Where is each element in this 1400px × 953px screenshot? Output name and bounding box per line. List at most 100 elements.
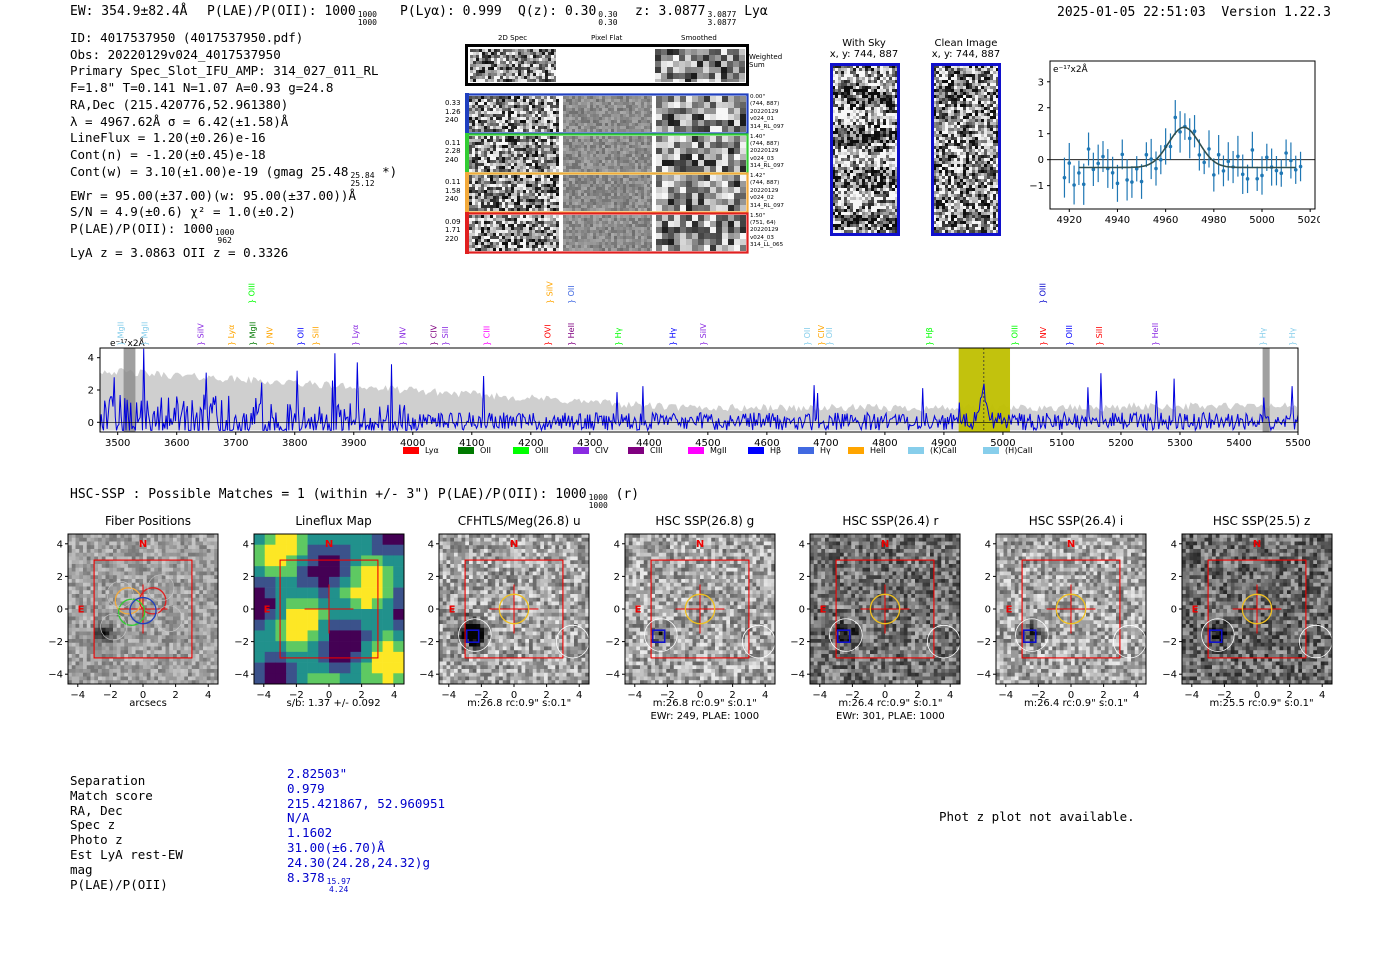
cutout-panel: Fiber Positions N E −4 −4 −2 −2 0 0 2 2 4 4 arcsecs: [44, 512, 230, 727]
noise-texture: [655, 49, 745, 82]
header-plae-lo: 1000: [357, 18, 377, 27]
cutout-y-tick-label: 2: [428, 572, 434, 583]
cutout-match-marker: [1208, 629, 1223, 643]
zoom-unit-label: e⁻¹⁷x2Å: [1053, 63, 1089, 75]
spectrum-line-marker-label: } Lyα: [227, 325, 236, 346]
header-version: Version 1.22.3: [1221, 5, 1331, 20]
cutout-north-label: N: [696, 539, 704, 550]
cutout-image-g: N E −4 −4 −2 −2 0 0 2 2 4 4: [605, 533, 776, 701]
spectrum-legend-item: (K)CaII: [908, 446, 957, 455]
noise-texture: [563, 135, 652, 172]
cutout-y-tick-label: −4: [234, 670, 249, 681]
header-plya: P(Lyα): 0.999: [400, 4, 502, 19]
cutout-x-tick-label: −2: [660, 690, 675, 701]
cutout-fiber-circle: [147, 574, 175, 602]
info-radec: RA,Dec (215.420776,52.961380): [70, 96, 289, 112]
cutout-match-marker: [1022, 629, 1037, 643]
noise-texture: [656, 214, 746, 251]
spectrum-line-marker-label: } MgII: [140, 322, 149, 346]
cutout-title: HSC SSP(26.4) r: [842, 514, 939, 528]
stamp-row-meta: 0.00" (744, 887) 20220129 v024_01 314_RL_097: [750, 94, 784, 131]
cutout-y-tick-label: −4: [791, 670, 806, 681]
cutout-title: CFHTLS/Meg(26.8) u: [457, 514, 581, 528]
zoom-data-points: [1062, 100, 1303, 205]
cutout-pixels: [439, 534, 590, 685]
stamp-row-meta: 1.42" (744, 887) 20220129 v024_02 314_RL_097: [750, 173, 784, 210]
info-obs: Obs: 20220129v024_4017537950: [70, 46, 281, 62]
noise-texture: [656, 96, 746, 132]
spectrum-line-marker: } Hγ: [614, 327, 623, 346]
cutout-match-marker: [651, 629, 666, 643]
stamp-row-meta-line: (751, 64): [750, 219, 776, 226]
hsc-header: HSC-SSP : Possible Matches = 1 (within +…: [70, 487, 639, 510]
zoom-x-tick-label: 4940: [1105, 215, 1130, 226]
cutout-x-tick-label: −4: [998, 690, 1013, 701]
stamp-row-meta-line: v024_03: [750, 155, 774, 162]
spectrum-line-marker: } OII: [825, 327, 834, 346]
cutout-x-tick-label: 0: [1068, 690, 1074, 701]
zoom-data-point: [1255, 176, 1259, 181]
cutout-caption: m:26.4 rc:0.9" s:0.1": [838, 698, 943, 709]
cutout-x-tick-label: 2: [544, 690, 550, 701]
info-plae-text: P(LAE)/P(OII): 1000: [70, 221, 213, 237]
cutout-fiber-circle: [100, 613, 127, 641]
spectrum-line-marker: } MgII: [140, 322, 149, 346]
spectrum-legend-swatch: [908, 447, 924, 454]
cutout-x-tick-label: 0: [325, 690, 331, 701]
zoom-data-point: [1154, 166, 1158, 171]
cutout-caption: m:26.4 rc:0.9" s:0.1": [1023, 698, 1129, 709]
spectrum-flux-line: [99, 348, 1299, 433]
cutout-fiber-circle: [106, 580, 134, 608]
spectrum-line-marker-label: } OIII: [1011, 325, 1020, 346]
zoom-data-point: [1207, 147, 1211, 151]
spectrum-legend-item: CIII: [628, 446, 663, 455]
info-lineflux: LineFlux = 1.20(±0.26)e-16: [70, 130, 266, 146]
stamp-row-meta-line: v024_01: [750, 116, 774, 123]
with-sky-image: [830, 63, 900, 236]
spectrum-masked-band: [1262, 348, 1270, 432]
spectrum-line-marker-label: } SiIV: [196, 323, 205, 346]
cutout-caption-2: EWr: 249, PLAE: 1000: [650, 711, 760, 722]
info-ewr: EWr = 95.00(±37.00)(w: 95.00(±37.00))Å: [70, 187, 356, 203]
spectrum-x-tick-label: 4200: [518, 438, 543, 449]
cutout-east-label: E: [78, 604, 85, 615]
spectrum-legend-label: HeII: [870, 446, 886, 455]
zoom-x-tick-label: 4920: [1057, 215, 1082, 226]
stamp-row-meta-line: (744, 887): [750, 180, 780, 187]
cutout-y-tick-label: −4: [419, 670, 434, 681]
spectrum-legend-item: (H)CaII: [983, 446, 1032, 455]
cutout-y-tick-label: 0: [242, 605, 248, 616]
cutout-panel: HSC SSP(26.4) i N E −4 −4 −2 −2 0 0 2 2 4 4 m:26.4 rc…: [972, 512, 1158, 727]
cutout-x-tick-label: −2: [474, 690, 489, 701]
zoom-data-point: [1067, 161, 1072, 165]
cutout-x-tick-label: −2: [103, 690, 118, 701]
info-block: ID: 4017537950 (4017537950.pdf) Obs: 202…: [70, 30, 397, 262]
spectrum-line-marker: } OIII: [1065, 325, 1074, 346]
hsc-header-lo: 1000: [588, 501, 608, 510]
spectrum-line-marker-label: } SiII: [1095, 326, 1104, 346]
cutout-north-label: N: [510, 539, 518, 550]
header-z: z: 3.0877 3.0877 3.0877 Lyα: [635, 4, 768, 27]
clean-image-title: Clean Image x, y: 744, 887: [924, 38, 1008, 60]
spectrum-line-marker-label: } HeII: [1151, 323, 1160, 346]
spectrum-line-marker-label: } MgII: [248, 322, 257, 346]
cutout-x-tick-label: 4: [1319, 690, 1325, 701]
stamp-row: 0.11 1.58 240 1.42" (744, 887) 20220129 v024_0…: [440, 172, 800, 214]
spectrum-line-marker-label: } NV: [399, 326, 408, 346]
zoom-y-tick-label: 2: [1038, 103, 1044, 114]
info-contw-lo: 25.12: [350, 178, 375, 188]
zoom-data-point: [1265, 155, 1269, 160]
cutout-x-tick-label: 0: [140, 690, 146, 701]
cutout-target-circle: [684, 593, 716, 625]
info-plae-lo: 962: [217, 236, 232, 246]
spectrum-line-marker-label: } CIV: [429, 324, 438, 346]
cutout-panel: Lineflux Map N E −4 −4 −2 −2 0 0 2 2 4 4 s/b: 1.37 +/…: [230, 512, 416, 727]
cutout-y-tick-label: 0: [613, 605, 619, 616]
cutout-neighbor-circle: [643, 618, 678, 652]
stamp-row-meta-line: 1.42": [750, 173, 766, 179]
stamp-row-meta: 1.50" (751, 64) 20220129 v024_03 314_LL_065: [750, 213, 783, 250]
info-contw-text: Cont(w) = 3.10(±1.00)e-19 (gmag 25.48: [70, 163, 349, 179]
cutout-east-label: E: [634, 604, 641, 615]
zoom-data-point: [1101, 154, 1105, 159]
cutout-image-z: N E −4 −4 −2 −2 0 0 2 2 4 4: [1162, 533, 1333, 701]
